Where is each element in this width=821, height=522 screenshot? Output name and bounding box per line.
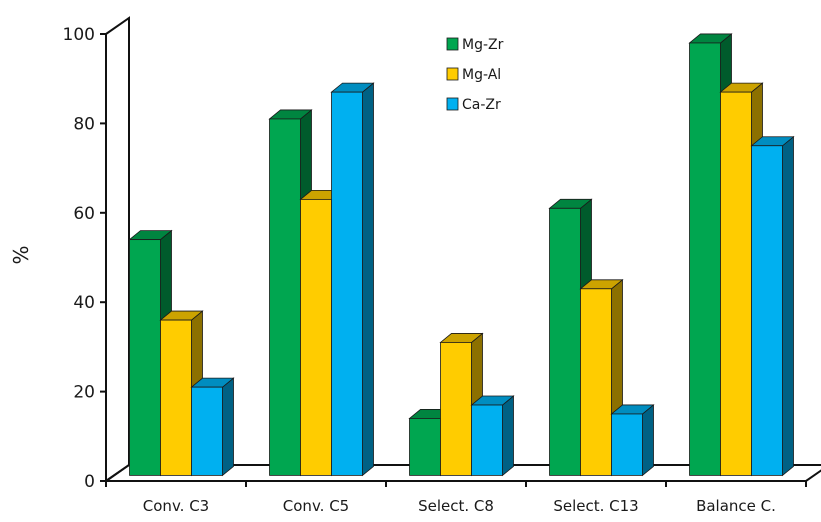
bar-front-face <box>269 118 301 476</box>
legend-label: Mg-Al <box>462 67 501 83</box>
legend-label: Ca-Zr <box>462 97 501 113</box>
bar <box>470 395 515 477</box>
x-tick-label: Conv. C3 <box>143 497 209 515</box>
legend-swatch <box>446 37 459 51</box>
x-tick-label: Select. C13 <box>553 497 638 515</box>
bar <box>190 377 235 477</box>
legend-item: Mg-Zr <box>446 37 504 53</box>
bar-front-face <box>751 145 783 476</box>
y-tick-label: 40 <box>73 293 95 313</box>
legend-swatch <box>446 67 459 81</box>
bar-side-face <box>782 135 794 477</box>
y-tick-label: 60 <box>73 204 95 224</box>
bar-front-face <box>720 91 752 476</box>
x-tick-label: Conv. C5 <box>283 497 349 515</box>
bar-front-face <box>471 404 503 476</box>
y-axis: 0 20 40 60 80 100 <box>63 25 107 492</box>
y-tick-label: 100 <box>63 25 95 45</box>
bar <box>719 82 764 477</box>
bar <box>159 310 204 477</box>
bar-front-face <box>409 418 441 476</box>
bar-front-face <box>331 91 363 476</box>
legend-item: Mg-Al <box>446 67 501 83</box>
bar-front-face <box>549 207 581 476</box>
legend-label: Mg-Zr <box>462 37 504 53</box>
x-tick-label: Balance C. <box>696 497 776 515</box>
x-axis: Conv. C3 Conv. C5 Select. C8 Select. C13 Bal… <box>105 480 807 515</box>
legend-swatch <box>446 97 459 111</box>
bar-side-face <box>502 395 514 477</box>
bar-side-face <box>362 82 374 477</box>
bar-front-face <box>611 413 643 476</box>
bar-side-face <box>642 404 654 477</box>
bar-front-face <box>160 319 192 476</box>
bars-group <box>128 33 795 477</box>
back-wall-left-edge <box>105 16 130 482</box>
bar-front-face <box>191 386 223 476</box>
bar <box>330 82 375 477</box>
bar-front-face <box>129 239 161 476</box>
bar-front-face <box>440 342 472 476</box>
bar-side-face <box>222 377 234 477</box>
bar <box>750 135 795 477</box>
bar-front-face <box>689 42 721 476</box>
y-tick-label: 20 <box>73 383 95 403</box>
legend-item: Ca-Zr <box>446 97 501 113</box>
bar <box>610 404 655 477</box>
bar-front-face <box>580 288 612 476</box>
y-tick-label: 0 <box>84 472 95 492</box>
bar-front-face <box>300 198 332 476</box>
y-axis-title: % <box>9 245 33 264</box>
y-tick-label: 80 <box>73 114 95 134</box>
x-tick-label: Select. C8 <box>418 497 494 515</box>
legend: Mg-Zr Mg-Al Ca-Zr <box>446 37 504 113</box>
